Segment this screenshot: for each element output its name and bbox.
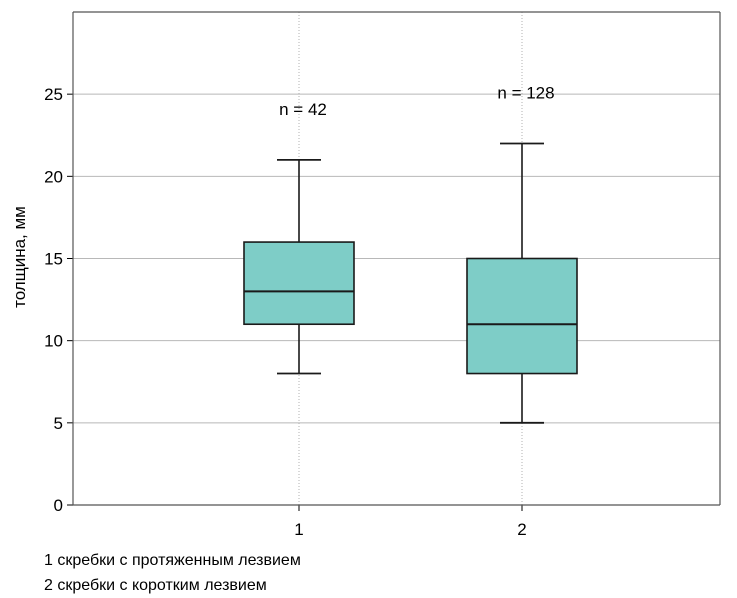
y-tick-label-15: 15	[44, 250, 63, 269]
axis-layer: 0 5 10 15 20 25 1 2	[44, 11, 721, 539]
y-tick-label-10: 10	[44, 332, 63, 351]
y-tick-label-20: 20	[44, 167, 63, 186]
grid-layer	[73, 12, 720, 505]
y-axis-label: толщина, мм	[10, 206, 29, 308]
x-tick-label-2: 2	[517, 520, 526, 539]
box-1-count-label: n = 42	[279, 100, 327, 119]
legend-item-2: 2 скребки с коротким лезвием	[44, 577, 267, 594]
box-1-iqr-box	[243, 241, 355, 326]
box-2-count-label: n = 128	[497, 83, 554, 102]
x-tick-label-1: 1	[294, 520, 303, 539]
y-tick-label-25: 25	[44, 85, 63, 104]
legend-item-1: 1 скребки с протяженным лезвием	[44, 552, 301, 569]
box-layer: n = 42 n = 128	[243, 83, 578, 424]
box-2-iqr-box	[466, 257, 578, 375]
y-tick-label-5: 5	[54, 414, 63, 433]
y-tick-label-0: 0	[54, 496, 63, 515]
